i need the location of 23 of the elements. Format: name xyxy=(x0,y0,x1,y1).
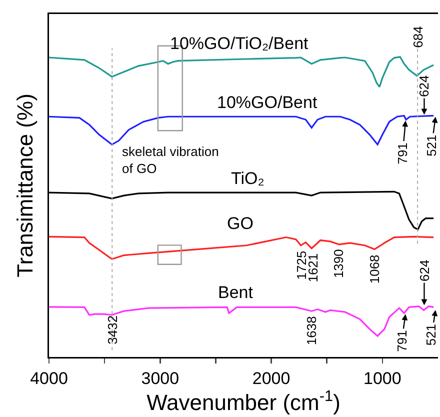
y-axis-title: Transimittance (%) xyxy=(12,94,38,278)
series-label: 10%GO/TiO₂/Bent xyxy=(170,34,309,53)
annotation: 521 xyxy=(424,324,439,346)
annotation: 624 xyxy=(416,75,432,97)
series-label: GO xyxy=(227,214,254,233)
x-tick-label: 3000 xyxy=(141,368,180,388)
series-label: TiO₂ xyxy=(231,169,264,188)
ref-line-label: 3432 xyxy=(104,315,120,344)
annotation: 1638 xyxy=(304,316,319,346)
annotation: 791 xyxy=(395,142,410,164)
series-label: Bent xyxy=(218,283,254,302)
annotation: 521 xyxy=(424,134,439,156)
annotation: 624 xyxy=(416,260,432,282)
x-tick-label: 1000 xyxy=(364,368,402,388)
annotation: 1390 xyxy=(331,249,346,278)
ref-line-label: 684 xyxy=(410,26,426,48)
annotation: 1068 xyxy=(367,254,382,284)
x-tick-label: 2000 xyxy=(252,368,290,388)
x-tick-label: 4000 xyxy=(30,368,68,388)
annotation: skeletal vibration of GO xyxy=(122,144,219,176)
x-axis-title: Wavenumber (cm$^{-1}$) xyxy=(146,388,340,416)
annotation: 791 xyxy=(394,330,410,352)
series-label: 10%GO/Bent xyxy=(217,93,318,112)
